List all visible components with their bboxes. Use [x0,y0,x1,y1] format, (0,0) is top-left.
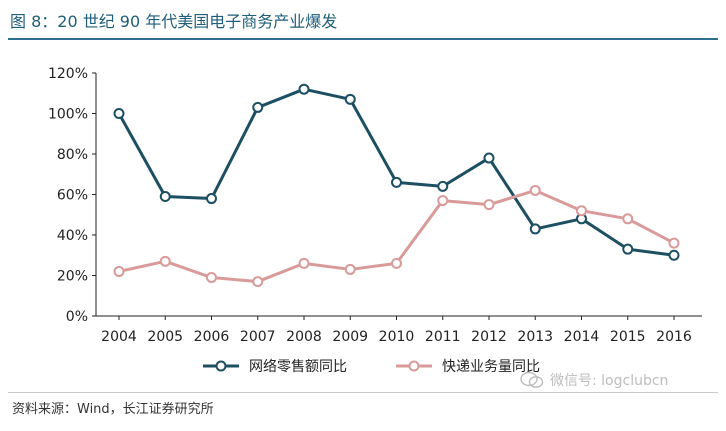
x-tick-label: 2008 [286,329,322,345]
x-tick-label: 2010 [379,329,415,345]
x-tick-label: 2014 [564,329,600,345]
data-point [206,193,217,205]
x-tick-label: 2004 [101,329,137,345]
x-tick-label: 2016 [656,329,692,345]
legend-label: 快递业务量同比 [442,359,540,375]
series-layer [113,83,680,288]
data-point [437,180,449,192]
chart-legend: 网络零售额同比 快递业务量同比 [203,359,540,375]
data-point [252,101,264,113]
series-line-1 [117,87,675,257]
legend-label: 网络零售额同比 [249,359,347,375]
x-tick-label: 2006 [194,329,230,345]
y-tick-label: 0% [66,309,88,325]
y-tick-label: 40% [57,228,88,244]
data-point [344,93,356,105]
data-point [159,255,171,267]
data-point [252,276,264,288]
data-point [391,257,402,269]
watermark: 微信号: logclubcn [520,370,668,390]
data-point [668,237,680,249]
data-point [298,83,310,95]
data-point [391,176,402,188]
chart-axes: 0% 20% 40% 60% 80% 100% 120% 2004 2005 2006 2007 20… [48,66,702,345]
y-tick-label: 60% [57,188,88,204]
data-point [206,272,217,284]
data-point [529,223,541,235]
legend-marker [408,360,420,372]
watermark-text: 微信号: logclubcn [550,373,669,389]
x-tick-label: 2009 [332,329,368,345]
data-point [344,263,356,275]
x-tick-label: 2012 [471,329,507,345]
legend-marker [215,360,227,372]
wechat-icon [520,371,544,388]
x-tick-label: 2013 [517,329,553,345]
data-point [298,257,310,269]
data-point [622,213,634,225]
y-tick-label: 20% [57,269,88,285]
title-divider [8,38,718,40]
data-point [483,199,495,211]
data-point [576,205,587,217]
y-tick-label: 80% [57,147,88,163]
data-point [159,191,171,203]
source-note: 资料来源：Wind，长江证券研究所 [12,402,214,417]
y-tick-label: 100% [48,107,88,123]
data-point [437,195,449,207]
data-point [622,243,634,255]
data-point [668,249,680,261]
data-point [113,108,125,119]
data-point [483,152,495,164]
y-tick-label: 120% [48,66,88,82]
figure-title: 图 8：20 世纪 90 年代美国电子商务产业爆发 [10,12,338,31]
data-point [529,184,541,196]
source-divider [8,392,718,393]
x-tick-label: 2005 [147,329,183,345]
x-tick-label: 2011 [425,329,461,345]
x-tick-label: 2007 [240,329,276,345]
data-point [113,265,125,277]
x-tick-label: 2015 [610,329,646,345]
